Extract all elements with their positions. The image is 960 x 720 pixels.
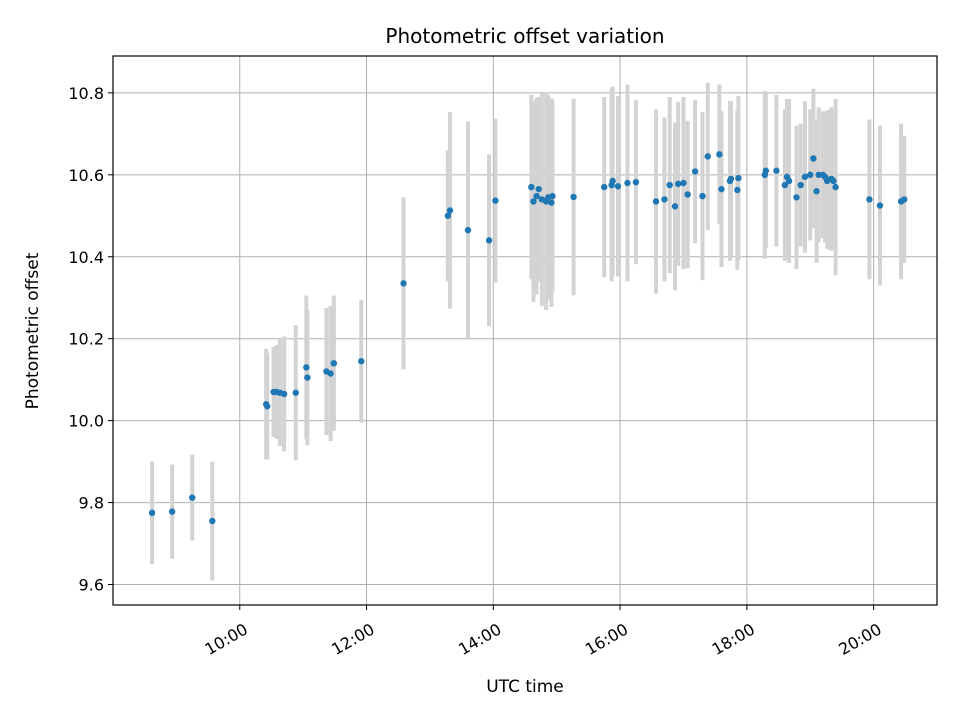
data-point (727, 175, 735, 183)
x-axis-label: UTC time (486, 677, 564, 697)
data-point (810, 155, 817, 162)
x-tick-label: 10:00 (202, 619, 251, 659)
data-point (674, 180, 682, 188)
y-axis-ticks: 9.6 9.8 10.0 10.2 10.4 10.6 10.8 (68, 84, 113, 595)
data-point (734, 186, 741, 194)
data-point (785, 177, 793, 185)
data-point (570, 193, 577, 201)
data-point (189, 494, 196, 501)
data-point (666, 181, 673, 189)
y-tick-label: 9.6 (79, 576, 104, 595)
chart-title: Photometric offset variation (385, 24, 664, 48)
data-point (807, 171, 814, 179)
data-point (691, 168, 699, 175)
data-point (781, 181, 789, 189)
data-point (735, 174, 742, 182)
data-point (548, 199, 555, 206)
data-points (148, 151, 908, 525)
data-point (530, 198, 537, 205)
data-point (209, 517, 216, 525)
data-point (699, 192, 706, 200)
data-point (492, 197, 499, 204)
data-point (793, 194, 800, 201)
data-point (304, 374, 311, 381)
data-point (464, 226, 472, 234)
x-tick-label: 20:00 (835, 619, 884, 659)
data-point (680, 179, 687, 187)
data-point (358, 358, 365, 365)
y-tick-label: 10.4 (68, 248, 104, 267)
data-point (303, 364, 310, 371)
data-point (704, 153, 711, 160)
data-point (446, 207, 454, 214)
data-point (830, 177, 837, 185)
data-point (601, 183, 608, 191)
data-point (718, 185, 725, 193)
data-point (632, 178, 640, 186)
data-point (813, 188, 820, 195)
grid-lines (113, 56, 937, 605)
y-tick-label: 10.8 (68, 84, 104, 103)
data-point (866, 196, 873, 203)
data-point (264, 403, 271, 410)
data-point (533, 192, 540, 200)
x-tick-label: 16:00 (582, 619, 631, 659)
x-axis-ticks: 10:00 12:00 14:00 16:00 18:00 20:00 (202, 605, 885, 659)
data-point (292, 389, 299, 396)
data-point (609, 177, 616, 185)
data-point (762, 167, 770, 174)
data-point (671, 203, 679, 210)
y-tick-label: 10.0 (68, 412, 104, 431)
data-point (400, 280, 407, 287)
data-point (716, 151, 723, 158)
data-point (327, 370, 334, 377)
data-point (801, 173, 809, 181)
data-point (280, 390, 288, 398)
data-point (684, 191, 691, 198)
y-tick-label: 10.2 (68, 330, 104, 349)
data-point (535, 185, 542, 193)
data-point (832, 183, 839, 191)
data-point (444, 212, 452, 219)
data-point (773, 167, 780, 174)
x-tick-label: 18:00 (709, 619, 758, 659)
data-point (901, 196, 908, 203)
x-tick-label: 14:00 (455, 619, 504, 659)
data-point (614, 183, 622, 190)
data-point (528, 183, 535, 191)
data-point (485, 237, 493, 244)
data-point (661, 196, 668, 203)
error-bars (150, 82, 907, 581)
data-point (549, 192, 556, 200)
data-point (652, 198, 660, 205)
data-point (876, 202, 884, 209)
x-tick-label: 12:00 (328, 619, 377, 659)
plot-frame (112, 55, 938, 606)
data-point (330, 360, 337, 367)
y-tick-label: 9.8 (79, 494, 104, 513)
data-point (148, 509, 156, 517)
y-tick-label: 10.6 (68, 166, 104, 185)
data-point (168, 508, 176, 515)
y-axis-label: Photometric offset (23, 252, 43, 409)
data-point (797, 181, 804, 189)
data-point (624, 179, 631, 187)
